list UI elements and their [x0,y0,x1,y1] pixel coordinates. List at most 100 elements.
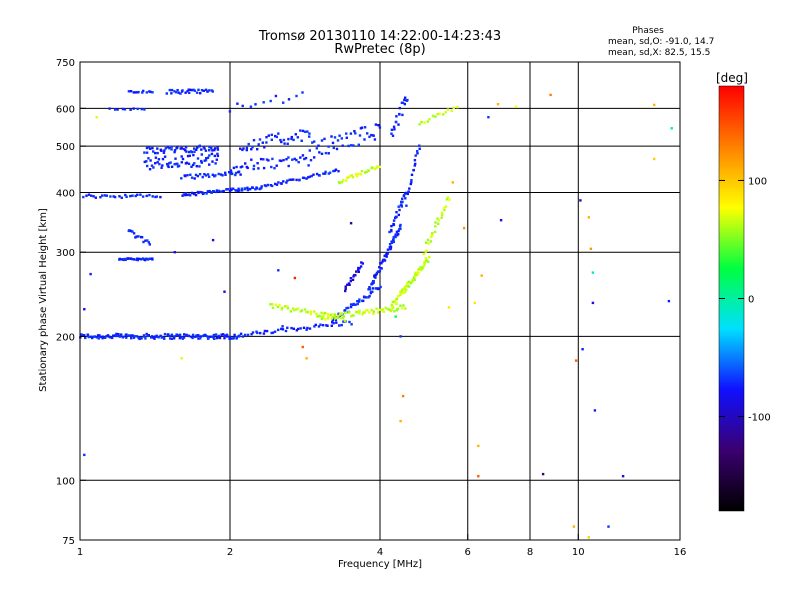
echo-point [173,251,176,254]
echo-point [265,329,269,333]
echo-point [265,158,269,161]
echo-point [120,333,123,336]
echo-point [279,138,282,142]
echo-point [337,312,340,315]
echo-point [358,300,361,303]
echo-point [373,138,377,141]
echo-point [442,206,446,210]
echo-point [265,141,268,144]
echo-point [301,154,305,157]
echo-point [334,168,338,171]
echo-point [349,279,352,283]
echo-point [132,232,136,235]
echo-point [209,335,212,338]
echo-point [356,300,359,303]
echo-point [358,267,361,270]
echo-point [245,146,249,150]
echo-point [399,227,402,230]
echo-point [340,137,343,140]
echo-point [217,334,220,338]
echo-point [129,194,132,198]
echo-point [422,252,426,255]
echo-point [404,284,408,288]
echo-point [313,325,316,328]
echo-point [271,157,274,161]
echo-point [355,270,358,273]
echo-point [302,176,306,180]
echo-point [125,333,128,336]
echo-point [345,311,348,315]
echo-point [208,154,211,157]
echo-point [424,257,428,260]
echo-point [429,240,433,243]
echo-point [420,121,423,124]
echo-point [125,195,128,198]
echo-point [117,333,120,336]
echo-point [148,243,151,246]
echo-point [219,173,223,176]
echo-point [136,258,139,262]
echo-point [371,166,374,169]
echo-point [402,194,406,198]
echo-point [440,216,443,219]
echo-point [308,132,311,135]
echo-point [320,139,324,142]
echo-point [462,226,466,230]
echo-point [224,173,227,176]
echo-point [230,188,233,192]
echo-point [150,164,154,167]
echo-point [244,162,247,165]
echo-point [163,332,167,336]
echo-point [230,337,233,340]
echo-point [342,179,345,182]
echo-point [280,140,283,144]
echo-point [368,311,371,314]
x-tick-label: 10 [572,547,585,558]
echo-point [305,328,308,331]
echo-point [228,110,232,113]
echo-point [446,108,450,111]
echo-point [151,91,154,94]
echo-point [406,192,409,196]
echo-point [176,162,179,165]
echo-point [403,102,406,106]
echo-point [206,335,209,338]
echo-point [145,151,149,154]
echo-point [286,179,289,182]
echo-point [228,337,231,340]
echo-point [211,90,214,93]
echo-point [390,228,393,232]
echo-point [399,419,402,423]
echo-point [364,309,368,312]
echo-point [296,327,300,331]
echo-point [146,239,149,242]
echo-point [324,170,327,174]
echo-point [377,124,380,127]
echo-point [196,174,199,178]
echo-point [199,190,202,194]
echo-point [418,147,421,150]
echo-point [514,105,518,108]
echo-point [182,147,185,151]
echo-point [144,258,147,262]
echo-point [91,335,94,339]
echo-point [318,174,321,177]
echo-point [348,311,351,314]
echo-point [146,164,149,168]
echo-point [226,335,229,338]
x-tick-label: 16 [674,547,687,558]
echo-point [94,196,97,199]
echo-point [210,146,213,150]
echo-point [138,337,141,341]
echo-point [198,165,201,168]
echo-point [350,315,353,318]
echo-point [280,308,283,311]
echo-point [287,156,290,159]
echo-point [246,186,249,189]
phase-info-heading: Phases [632,26,664,36]
echo-point [372,280,375,283]
echo-point [127,90,131,93]
echo-point [259,187,262,190]
echo-point [349,222,353,225]
